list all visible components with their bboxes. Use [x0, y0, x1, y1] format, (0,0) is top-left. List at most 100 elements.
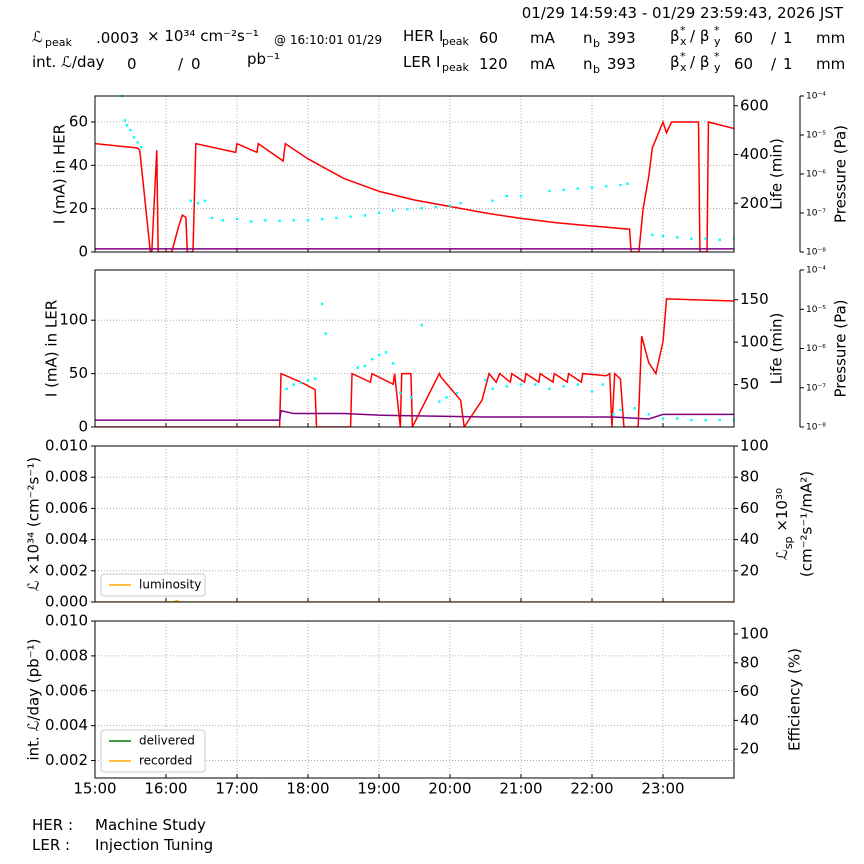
data-point: [676, 236, 679, 239]
data-point: [690, 419, 693, 422]
y2-tick-label: 600: [740, 96, 769, 114]
y2-tick-label: 40: [740, 711, 759, 729]
y-tick-label: 0.010: [45, 612, 88, 630]
y-axis-label: ℒ ×10³⁴ (cm⁻²s⁻¹): [25, 457, 43, 591]
data-point: [605, 184, 608, 188]
data-line: [95, 298, 734, 427]
data-point: [690, 237, 693, 240]
data-point: [321, 302, 324, 306]
data-point: [292, 383, 295, 386]
y3-axis-label: Pressure (Pa): [832, 125, 850, 223]
her-beta-sep: /: [771, 29, 777, 47]
her-label: HER I: [403, 27, 444, 45]
data-point: [445, 396, 448, 399]
her-beta-label: / β: [690, 27, 710, 45]
y2-tick-label: 100: [740, 624, 769, 642]
legend-label: recorded: [139, 754, 192, 768]
data-point: [704, 237, 707, 240]
ler-beta-label: x: [680, 61, 687, 74]
plot-area: [95, 94, 734, 252]
ler-beta-unit: mm: [816, 55, 846, 73]
lpeak-time: @ 16:10:01 01/29: [274, 33, 383, 47]
y-tick-label: 40: [69, 156, 88, 174]
ler-beta-label: β: [670, 53, 680, 71]
legend-label: delivered: [139, 734, 195, 748]
y-tick-label: 60: [69, 113, 88, 131]
ler-current: 120: [479, 55, 508, 73]
y3-tick-label: 10⁻⁴: [806, 92, 826, 102]
plot-frame: [94, 95, 735, 253]
x-tick-label: 21:00: [499, 780, 542, 798]
int-lum-value2: 0: [191, 55, 201, 73]
y-tick-label: 20: [69, 199, 88, 217]
data-point: [661, 234, 665, 238]
her-beta-label: x: [680, 35, 687, 48]
data-point: [392, 362, 395, 365]
y3-tick-label: 10⁻⁶: [806, 344, 826, 354]
ler-state: Injection Tuning: [95, 836, 214, 854]
her-state: Machine Study: [95, 816, 206, 834]
y-tick-label: 0.000: [45, 593, 88, 611]
y3-tick-label: 10⁻⁵: [806, 305, 826, 315]
y2-tick-label: 100: [740, 333, 769, 351]
data-point: [534, 383, 537, 386]
data-point: [349, 215, 352, 218]
int-lum-sep: /: [178, 55, 184, 73]
y2-tick-label: 80: [740, 653, 759, 671]
data-point: [278, 219, 281, 222]
data-point: [377, 211, 381, 215]
data-point: [321, 217, 324, 221]
x-tick-label: 19:00: [357, 780, 400, 798]
data-point: [285, 387, 288, 391]
data-point: [732, 237, 734, 240]
y-axis-label: I (mA) in HER: [51, 124, 69, 224]
y2-tick-label: 60: [740, 499, 759, 517]
y2-axis-label: Life (min): [768, 313, 786, 385]
data-point: [132, 136, 136, 139]
x-tick-label: 23:00: [641, 780, 684, 798]
y2-tick-label: 80: [740, 468, 759, 486]
data-point: [434, 205, 437, 209]
her-beta-label: *: [714, 24, 720, 37]
ler-nb-label: n: [583, 55, 593, 73]
data-line: [95, 599, 734, 602]
data-point: [612, 413, 615, 416]
data-point: [123, 119, 127, 122]
legend-box: [100, 573, 206, 597]
data-point: [590, 390, 594, 393]
x-tick-label: 15:00: [73, 780, 116, 798]
y2-axis-label: Life (min): [768, 138, 786, 210]
y3-tick-label: 10⁻⁷: [806, 383, 826, 393]
data-point: [590, 186, 594, 189]
her-beta-x: 60: [734, 29, 754, 47]
y-axis-label: int. ℒ/day (pb⁻¹): [25, 639, 43, 761]
plot-frame: [94, 445, 735, 603]
data-line: [95, 119, 734, 252]
data-point: [661, 417, 665, 420]
data-point: [491, 387, 494, 391]
data-point: [139, 145, 143, 149]
data-point: [704, 419, 707, 422]
y-tick-label: 100: [59, 311, 88, 329]
data-point: [306, 379, 310, 382]
data-line: [95, 409, 734, 421]
y2-axis-label: ℒsp ×10³⁰: [773, 488, 795, 560]
ler-beta-label: / β: [690, 53, 710, 71]
her-beta-y: 1: [783, 29, 793, 47]
y2-tick-label: 400: [740, 145, 769, 163]
ler-beta-label: y: [714, 61, 721, 74]
int-lum-unit: pb⁻¹: [247, 50, 280, 68]
y-tick-label: 0: [78, 243, 88, 261]
data-point: [221, 219, 224, 222]
her-beta-label: y: [714, 35, 721, 48]
y-axis-label: I (mA) in LER: [43, 300, 61, 397]
data-point: [189, 199, 193, 203]
time-range: 01/29 14:59:43 - 01/29 23:59:43, 2026 JS…: [521, 4, 843, 22]
her-beta-label: *: [680, 24, 686, 37]
data-point: [370, 357, 374, 361]
data-point: [562, 385, 565, 388]
y-tick-label: 0.006: [45, 499, 88, 517]
data-point: [718, 238, 721, 242]
y2-axis-label-part: sp: [782, 536, 795, 549]
y-tick-label: 0.006: [45, 681, 88, 699]
